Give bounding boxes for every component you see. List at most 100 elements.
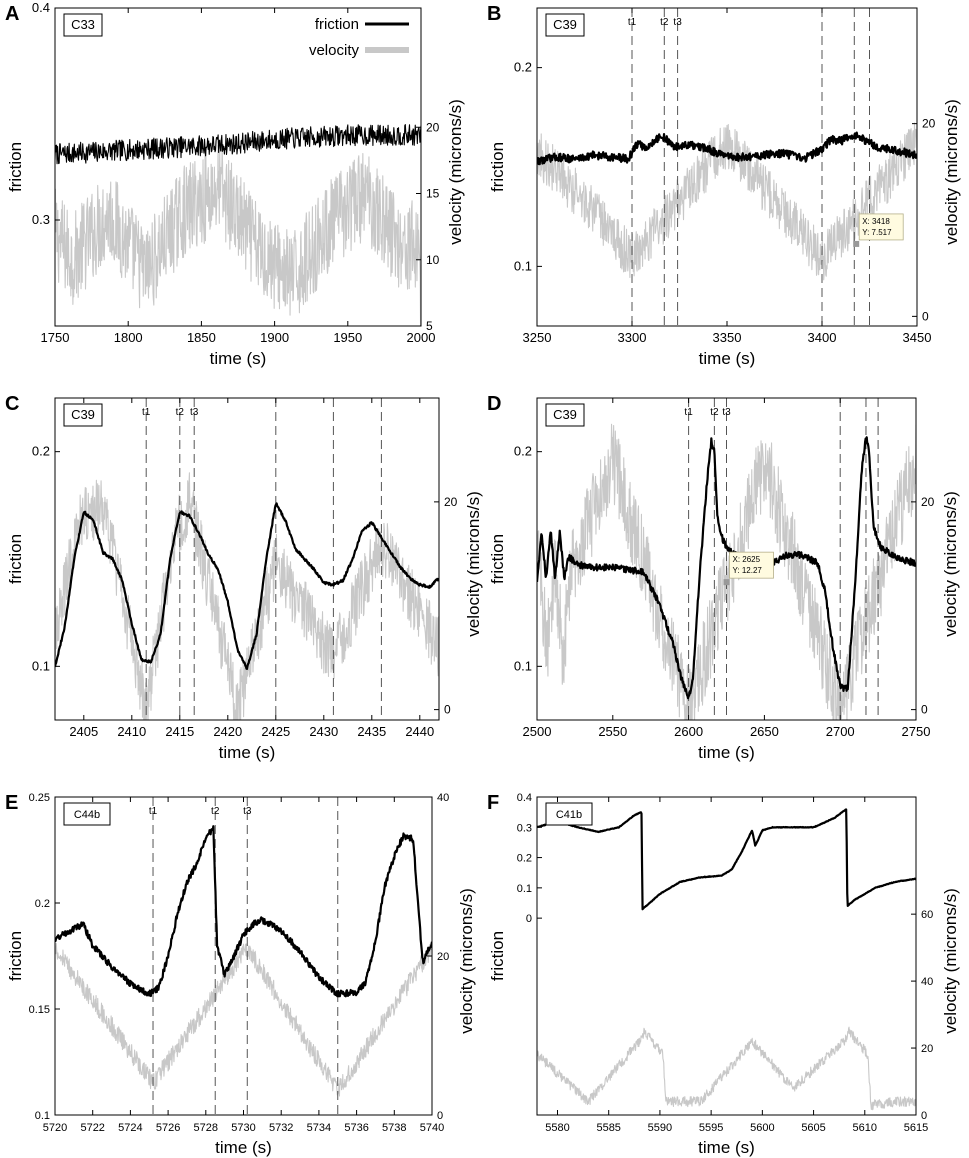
event-label-t3: t3 — [673, 17, 682, 28]
sample-label: C39 — [71, 407, 95, 422]
x-tick-label: 5722 — [80, 1122, 104, 1134]
sample-label: C33 — [71, 17, 95, 32]
event-label-t1: t1 — [684, 407, 693, 418]
x-tick-label: 5600 — [750, 1122, 774, 1134]
x-axis-label: time (s) — [698, 743, 755, 762]
x-tick-label: 5724 — [118, 1122, 142, 1134]
legend-label-friction: friction — [315, 16, 359, 33]
y2-axis-label: velocity (microns/s) — [464, 491, 483, 636]
axes-box — [54, 7, 422, 327]
legend-label-velocity: velocity — [309, 42, 360, 59]
event-label-t1: t1 — [149, 806, 158, 817]
sample-box — [63, 802, 111, 826]
x-axis-label: time (s) — [698, 1138, 755, 1157]
x-tick-label: 2500 — [523, 724, 552, 739]
event-label-t2: t2 — [211, 806, 220, 817]
y2-tick-label: 0 — [437, 1110, 443, 1122]
x-tick-label: 5736 — [344, 1122, 368, 1134]
x-tick-label: 2430 — [309, 724, 338, 739]
x-tick-label: 5590 — [648, 1122, 672, 1134]
velocity-series — [55, 472, 439, 720]
event-label-t3: t3 — [243, 806, 252, 817]
axes-box — [536, 796, 917, 1116]
y2-tick-label: 60 — [921, 909, 933, 921]
plot-area — [55, 398, 439, 720]
datatip-x-label: X: 3418 — [862, 217, 890, 226]
y-tick-label: 0.2 — [35, 898, 50, 910]
x-axis-label: time (s) — [219, 743, 276, 762]
x-tick-label: 2415 — [165, 724, 194, 739]
y2-tick-label: 20 — [426, 120, 440, 134]
x-tick-label: 5585 — [596, 1122, 620, 1134]
panel-letter: B — [487, 3, 501, 25]
sample-label: C44b — [74, 809, 100, 821]
y-axis-label: friction — [488, 931, 507, 981]
friction-series — [537, 436, 916, 700]
y-tick-label: 0.3 — [32, 212, 50, 227]
sample-box — [63, 403, 103, 427]
y-tick-label: 0 — [526, 913, 532, 925]
y2-axis-label: velocity (microns/s) — [446, 99, 465, 244]
sample-box — [545, 403, 585, 427]
y-tick-label: 0.1 — [514, 658, 532, 673]
x-tick-label: 5720 — [43, 1122, 67, 1134]
x-tick-label: 5734 — [307, 1122, 331, 1134]
y2-tick-label: 0 — [921, 703, 928, 717]
sample-label: C41b — [556, 809, 582, 821]
x-tick-label: 2425 — [261, 724, 290, 739]
datatip-box — [858, 213, 904, 241]
datatip-y-label: Y: 7.517 — [862, 228, 892, 237]
y2-tick-label: 40 — [437, 792, 449, 804]
plot-area — [55, 124, 421, 326]
datatip-marker — [723, 579, 730, 586]
x-tick-label: 2550 — [598, 724, 627, 739]
x-tick-label: 1850 — [187, 330, 216, 345]
friction-series — [55, 825, 432, 998]
y2-axis-label: velocity (microns/s) — [942, 99, 961, 244]
axes-box — [536, 7, 918, 327]
x-tick-label: 5740 — [420, 1122, 444, 1134]
y-tick-label: 0.25 — [29, 792, 50, 804]
y2-tick-label: 20 — [922, 117, 936, 131]
x-tick-label: 3250 — [523, 330, 552, 345]
y2-tick-label: 20 — [921, 1043, 933, 1055]
y-axis-label: friction — [488, 534, 507, 584]
x-tick-label: 2410 — [117, 724, 146, 739]
y-tick-label: 0.1 — [514, 258, 532, 273]
x-tick-label: 5726 — [156, 1122, 180, 1134]
x-tick-label: 5615 — [904, 1122, 928, 1134]
panel-letter: F — [487, 792, 499, 814]
y-axis-label: friction — [488, 142, 507, 192]
y-axis-label: friction — [6, 142, 25, 192]
x-axis-label: time (s) — [215, 1138, 272, 1157]
axes-box — [54, 397, 440, 721]
y-axis-label: friction — [6, 931, 25, 981]
y2-axis-label: velocity (microns/s) — [941, 888, 960, 1033]
y2-tick-label: 20 — [921, 495, 935, 509]
y-tick-label: 0.4 — [32, 0, 50, 15]
y2-tick-label: 20 — [444, 495, 458, 509]
x-tick-label: 5738 — [382, 1122, 406, 1134]
x-tick-label: 3400 — [808, 330, 837, 345]
friction-series — [537, 131, 917, 166]
x-tick-label: 2435 — [357, 724, 386, 739]
x-tick-label: 3300 — [618, 330, 647, 345]
sample-box — [545, 13, 585, 37]
sample-label: C39 — [553, 407, 577, 422]
event-label-t2: t2 — [176, 407, 185, 418]
datatip-y-label: Y: 12.27 — [733, 566, 763, 575]
x-tick-label: 2405 — [69, 724, 98, 739]
datatip-marker — [853, 240, 860, 247]
event-label-t2: t2 — [710, 407, 719, 418]
panel-letter: D — [487, 393, 501, 415]
sample-box — [63, 13, 103, 37]
y-tick-label: 0.3 — [517, 822, 532, 834]
event-label-t1: t1 — [628, 17, 637, 28]
velocity-series — [537, 1026, 916, 1111]
x-tick-label: 1900 — [260, 330, 289, 345]
x-tick-label: 3450 — [903, 330, 932, 345]
y-axis-label: friction — [6, 534, 25, 584]
